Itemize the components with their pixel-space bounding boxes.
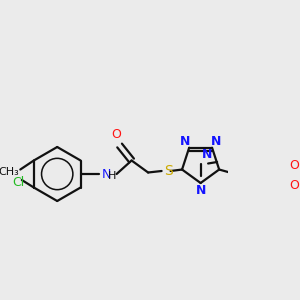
Text: O: O <box>289 179 299 192</box>
Text: CH₃: CH₃ <box>0 167 20 177</box>
Text: N: N <box>195 184 206 197</box>
Text: S: S <box>165 164 173 178</box>
Text: H: H <box>108 171 117 181</box>
Text: O: O <box>112 128 122 141</box>
Text: N: N <box>102 167 111 181</box>
Text: Cl: Cl <box>13 176 25 188</box>
Text: N: N <box>180 135 190 148</box>
Text: N: N <box>202 148 212 160</box>
Text: N: N <box>211 135 222 148</box>
Text: O: O <box>289 159 299 172</box>
